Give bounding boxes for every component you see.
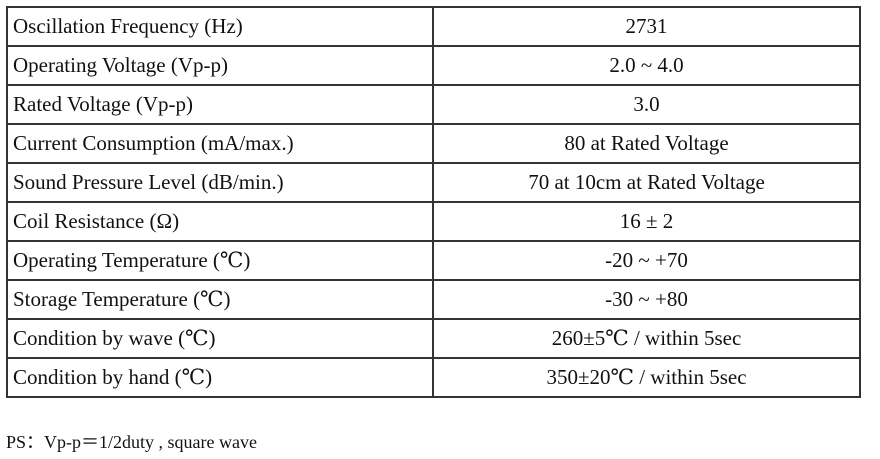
table-row: Current Consumption (mA/max.) 80 at Rate… <box>6 123 861 164</box>
table-row: Condition by hand (℃) 350±20℃ / within 5… <box>6 357 861 398</box>
footnote: PS：Vp-p＝1/2duty , square wave <box>6 432 257 452</box>
parameter-cell: Condition by hand (℃) <box>6 357 434 398</box>
value-cell: 3.0 <box>432 84 861 125</box>
parameter-cell: Oscillation Frequency (Hz) <box>6 6 434 47</box>
parameter-cell: Operating Temperature (℃) <box>6 240 434 281</box>
parameter-cell: Rated Voltage (Vp-p) <box>6 84 434 125</box>
value-cell: -30 ~ +80 <box>432 279 861 320</box>
value-cell: 70 at 10cm at Rated Voltage <box>432 162 861 203</box>
parameter-cell: Operating Voltage (Vp-p) <box>6 45 434 86</box>
value-cell: 16 ± 2 <box>432 201 861 242</box>
table-row: Condition by wave (℃) 260±5℃ / within 5s… <box>6 318 861 359</box>
parameter-cell: Sound Pressure Level (dB/min.) <box>6 162 434 203</box>
table-row: Oscillation Frequency (Hz) 2731 <box>6 6 861 47</box>
value-cell: 2.0 ~ 4.0 <box>432 45 861 86</box>
table-row: Sound Pressure Level (dB/min.) 70 at 10c… <box>6 162 861 203</box>
value-cell: -20 ~ +70 <box>432 240 861 281</box>
parameter-cell: Condition by wave (℃) <box>6 318 434 359</box>
parameter-cell: Coil Resistance (Ω) <box>6 201 434 242</box>
table-row: Operating Voltage (Vp-p) 2.0 ~ 4.0 <box>6 45 861 86</box>
table-row: Rated Voltage (Vp-p) 3.0 <box>6 84 861 125</box>
value-cell: 80 at Rated Voltage <box>432 123 861 164</box>
parameter-cell: Storage Temperature (℃) <box>6 279 434 320</box>
value-cell: 2731 <box>432 6 861 47</box>
table-row: Coil Resistance (Ω) 16 ± 2 <box>6 201 861 242</box>
table-row: Storage Temperature (℃) -30 ~ +80 <box>6 279 861 320</box>
table-row: Operating Temperature (℃) -20 ~ +70 <box>6 240 861 281</box>
spec-table: Oscillation Frequency (Hz) 2731 Operatin… <box>6 6 861 398</box>
value-cell: 350±20℃ / within 5sec <box>432 357 861 398</box>
parameter-cell: Current Consumption (mA/max.) <box>6 123 434 164</box>
value-cell: 260±5℃ / within 5sec <box>432 318 861 359</box>
